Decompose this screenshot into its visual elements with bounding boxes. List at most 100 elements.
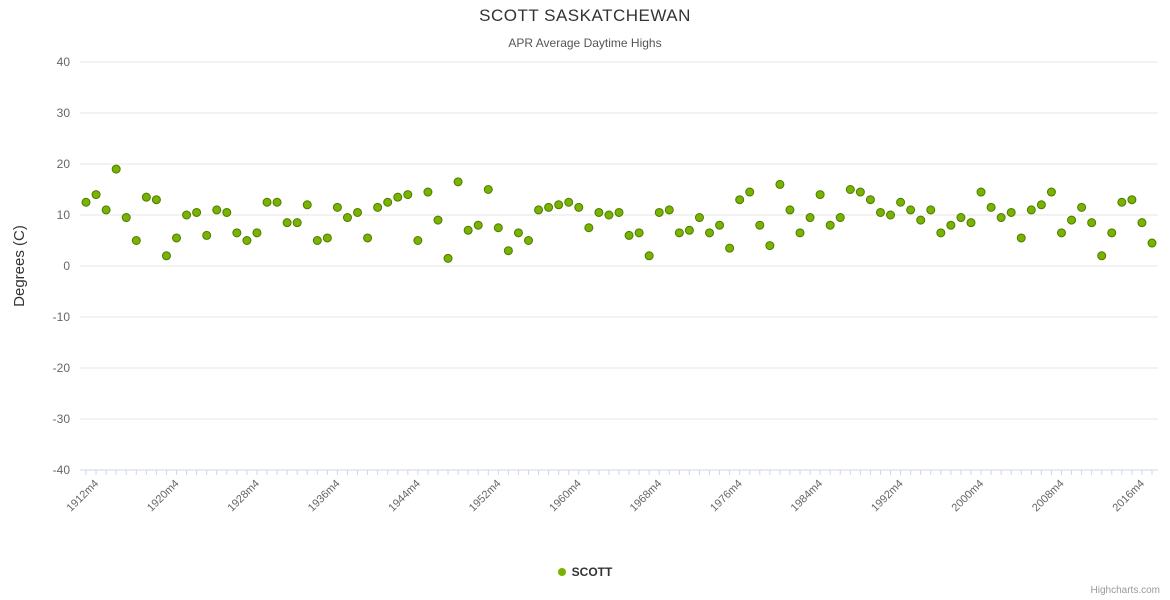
data-point[interactable]	[523, 236, 533, 245]
data-point[interactable]	[896, 197, 906, 207]
data-point[interactable]	[1127, 195, 1137, 205]
data-point[interactable]	[232, 228, 242, 238]
data-point[interactable]	[363, 233, 373, 243]
data-point[interactable]	[262, 197, 272, 207]
data-point[interactable]	[373, 202, 383, 212]
data-point[interactable]	[302, 200, 312, 210]
data-point[interactable]	[1026, 205, 1036, 215]
data-point[interactable]	[664, 205, 674, 215]
data-point[interactable]	[564, 197, 574, 207]
data-point[interactable]	[624, 230, 634, 240]
data-point[interactable]	[554, 200, 564, 210]
data-point[interactable]	[765, 241, 775, 251]
data-point[interactable]	[312, 236, 322, 245]
data-point[interactable]	[1067, 215, 1077, 225]
data-point[interactable]	[222, 207, 232, 217]
data-point[interactable]	[463, 225, 473, 235]
data-point[interactable]	[805, 213, 815, 223]
data-point[interactable]	[493, 223, 503, 233]
data-point[interactable]	[725, 243, 735, 253]
data-point[interactable]	[332, 202, 342, 212]
data-point[interactable]	[1097, 251, 1107, 261]
data-point[interactable]	[1046, 187, 1056, 197]
data-point[interactable]	[423, 187, 433, 197]
data-point[interactable]	[383, 197, 393, 207]
data-point[interactable]	[1087, 218, 1097, 228]
data-point[interactable]	[775, 179, 785, 189]
data-point[interactable]	[886, 210, 896, 220]
data-point[interactable]	[322, 233, 332, 243]
data-point[interactable]	[795, 228, 805, 238]
data-point[interactable]	[916, 215, 926, 225]
data-point[interactable]	[202, 230, 212, 240]
data-point[interactable]	[835, 213, 845, 223]
data-point[interactable]	[242, 236, 252, 245]
data-point[interactable]	[483, 185, 493, 194]
data-point[interactable]	[1147, 238, 1157, 248]
data-point[interactable]	[966, 218, 976, 228]
data-point[interactable]	[111, 164, 121, 174]
data-point[interactable]	[825, 220, 835, 230]
data-point[interactable]	[292, 218, 302, 228]
data-point[interactable]	[996, 213, 1006, 223]
data-point[interactable]	[473, 220, 483, 230]
data-point[interactable]	[212, 205, 222, 215]
data-point[interactable]	[604, 210, 614, 220]
data-point[interactable]	[1036, 200, 1046, 210]
data-point[interactable]	[956, 213, 966, 223]
data-point[interactable]	[403, 190, 413, 200]
data-point[interactable]	[694, 213, 704, 223]
data-point[interactable]	[745, 187, 755, 197]
data-point[interactable]	[413, 236, 423, 245]
highcharts-credit-link[interactable]: Highcharts.com	[1090, 585, 1160, 596]
data-point[interactable]	[91, 190, 101, 200]
data-point[interactable]	[141, 192, 151, 202]
data-point[interactable]	[252, 228, 262, 238]
data-point[interactable]	[715, 220, 725, 230]
data-point[interactable]	[936, 228, 946, 238]
data-point[interactable]	[272, 197, 282, 207]
data-point[interactable]	[735, 195, 745, 205]
data-point[interactable]	[81, 197, 91, 207]
data-point[interactable]	[161, 251, 171, 261]
data-point[interactable]	[785, 205, 795, 215]
data-point[interactable]	[393, 192, 403, 202]
data-point[interactable]	[614, 207, 624, 217]
data-point[interactable]	[544, 202, 554, 212]
data-point[interactable]	[815, 190, 825, 200]
data-point[interactable]	[1137, 218, 1147, 228]
data-point[interactable]	[1056, 228, 1066, 238]
data-point[interactable]	[634, 228, 644, 238]
data-point[interactable]	[1016, 233, 1026, 243]
data-point[interactable]	[594, 207, 604, 217]
data-point[interactable]	[926, 205, 936, 215]
data-point[interactable]	[101, 205, 111, 215]
data-point[interactable]	[513, 228, 523, 238]
data-point[interactable]	[182, 210, 192, 220]
data-point[interactable]	[192, 207, 202, 217]
data-point[interactable]	[946, 220, 956, 230]
data-point[interactable]	[443, 253, 453, 263]
data-point[interactable]	[845, 185, 855, 194]
data-point[interactable]	[574, 202, 584, 212]
data-point[interactable]	[976, 187, 986, 197]
data-point[interactable]	[131, 236, 141, 245]
data-point[interactable]	[654, 207, 664, 217]
data-point[interactable]	[705, 228, 715, 238]
data-point[interactable]	[1117, 197, 1127, 207]
data-point[interactable]	[342, 213, 352, 223]
data-point[interactable]	[684, 225, 694, 235]
data-point[interactable]	[453, 177, 463, 187]
data-point[interactable]	[172, 233, 182, 243]
data-point[interactable]	[1077, 202, 1087, 212]
legend-item-scott[interactable]: SCOTT	[557, 565, 612, 579]
data-point[interactable]	[433, 215, 443, 225]
data-point[interactable]	[282, 218, 292, 228]
data-point[interactable]	[584, 223, 594, 233]
data-point[interactable]	[855, 187, 865, 197]
data-point[interactable]	[121, 213, 131, 223]
data-point[interactable]	[644, 251, 654, 261]
data-point[interactable]	[503, 246, 513, 256]
data-point[interactable]	[674, 228, 684, 238]
data-point[interactable]	[151, 195, 161, 205]
